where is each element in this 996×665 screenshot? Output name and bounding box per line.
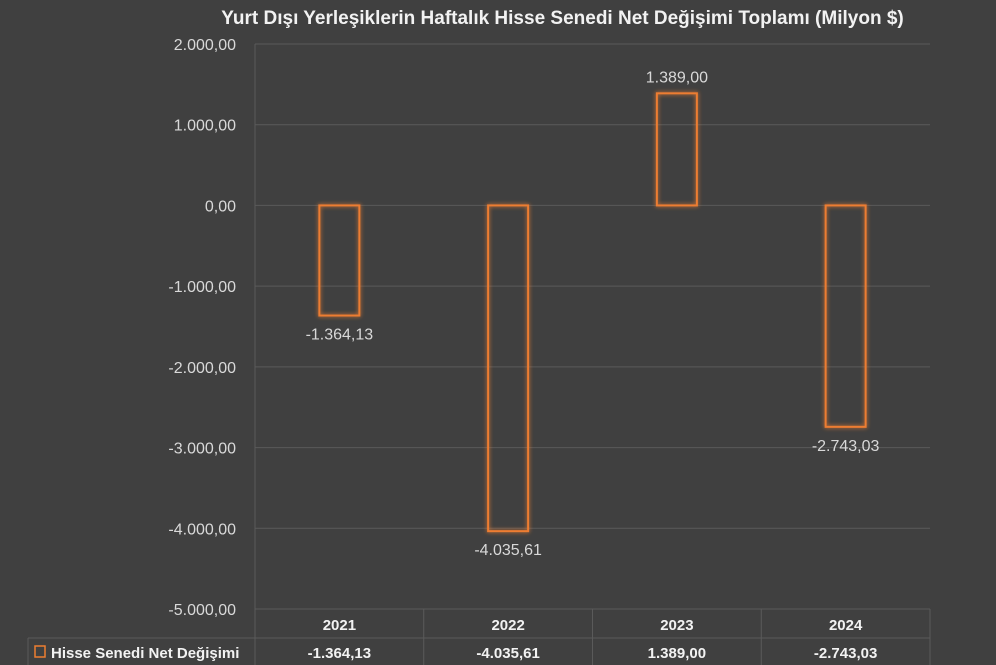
data-label: -2.743,03 [812, 438, 880, 455]
table-value: -4.035,61 [476, 645, 539, 662]
legend-label: Hisse Senedi Net Değişimi [51, 645, 239, 662]
y-tick-label: -4.000,00 [168, 521, 236, 538]
data-label: 1.389,00 [646, 69, 708, 86]
data-label: -1.364,13 [306, 327, 374, 344]
y-tick-label: 0,00 [205, 198, 236, 215]
y-tick-label: -5.000,00 [168, 602, 236, 619]
y-tick-label: 2.000,00 [174, 37, 236, 54]
legend-key [34, 645, 46, 658]
chart-title: Yurt Dışı Yerleşiklerin Haftalık Hisse S… [221, 8, 904, 29]
y-tick-label: -2.000,00 [168, 360, 236, 377]
y-tick-label: -1.000,00 [168, 279, 236, 296]
y-tick-label: 1.000,00 [174, 118, 236, 135]
y-tick-label: -3.000,00 [168, 441, 236, 458]
bar-2022 [487, 204, 530, 533]
x-tick-label: 2021 [323, 617, 356, 634]
table-value: -1.364,13 [308, 645, 371, 662]
table-value: 1.389,00 [648, 645, 706, 662]
bar-2021 [318, 204, 361, 317]
x-tick-label: 2023 [660, 617, 693, 634]
x-tick-label: 2022 [491, 617, 524, 634]
bar-2024 [824, 204, 867, 428]
bar-2023 [655, 92, 698, 207]
data-label: -4.035,61 [474, 542, 542, 559]
x-tick-label: 2024 [829, 617, 863, 634]
table-value: -2.743,03 [814, 645, 877, 662]
